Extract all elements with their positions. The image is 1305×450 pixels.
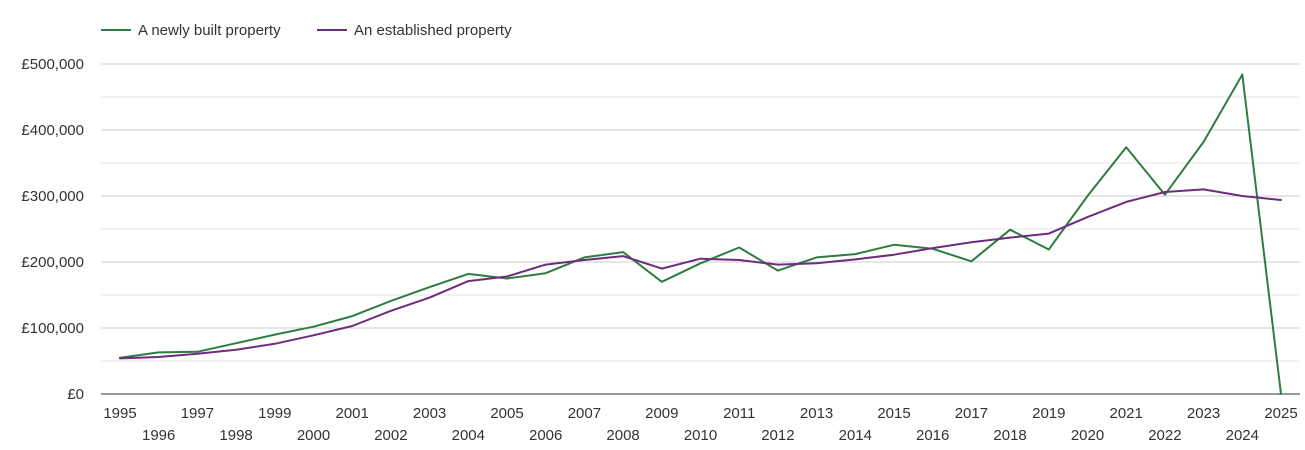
x-tick-label: 2018 <box>993 427 1026 444</box>
x-tick-label: 2010 <box>684 427 717 444</box>
x-tick-label: 2020 <box>1071 427 1104 444</box>
x-tick-label: 2012 <box>761 427 794 444</box>
x-tick-label: 2023 <box>1187 405 1220 422</box>
x-tick-label: 2025 <box>1264 405 1297 422</box>
x-tick-label: 1996 <box>142 427 175 444</box>
x-tick-label: 2001 <box>336 405 369 422</box>
x-tick-label: 2016 <box>916 427 949 444</box>
x-tick-label: 2003 <box>413 405 446 422</box>
x-tick-label: 2007 <box>568 405 601 422</box>
x-tick-label: 2002 <box>374 427 407 444</box>
x-tick-label: 2013 <box>800 405 833 422</box>
x-tick-label: 2022 <box>1148 427 1181 444</box>
series-line-established <box>119 188 1282 360</box>
x-tick-label: 2006 <box>529 427 562 444</box>
x-axis: 1995 1996 1997 1998 1999 2000 2001 2002 2003 2004… <box>101 393 1300 444</box>
series-line-newly-built <box>119 73 1282 395</box>
x-tick-label: 2024 <box>1226 427 1259 444</box>
y-tick-label: £0 <box>67 386 84 403</box>
x-tick-label: 2011 <box>723 405 755 422</box>
x-tick-label: 2015 <box>877 405 910 422</box>
x-tick-label: 2005 <box>490 405 523 422</box>
grid <box>101 63 1300 362</box>
x-tick-label: 2000 <box>297 427 330 444</box>
y-tick-label: £400,000 <box>21 122 84 139</box>
x-tick-label: 1997 <box>181 405 214 422</box>
x-tick-label: 2017 <box>955 405 988 422</box>
legend-label-newly-built: A newly built property <box>138 22 281 39</box>
y-tick-label: £100,000 <box>21 320 84 337</box>
y-tick-label: £300,000 <box>21 188 84 205</box>
x-tick-label: 2019 <box>1032 405 1065 422</box>
x-tick-label: 2021 <box>1110 405 1143 422</box>
x-tick-label: 1999 <box>258 405 291 422</box>
series-layer <box>119 73 1282 395</box>
legend: A newly built property An established pr… <box>101 22 512 39</box>
x-tick-label: 2004 <box>452 427 485 444</box>
y-tick-label: £200,000 <box>21 254 84 271</box>
x-tick-label: 1995 <box>103 405 136 422</box>
y-tick-label: £500,000 <box>21 56 84 73</box>
x-tick-label: 1998 <box>219 427 252 444</box>
x-tick-label: 2014 <box>839 427 872 444</box>
x-tick-label: 2008 <box>606 427 639 444</box>
x-tick-label: 2009 <box>645 405 678 422</box>
y-axis: £0 £100,000 £200,000 £300,000 £400,000 £500,0… <box>21 56 84 403</box>
legend-label-established: An established property <box>354 22 512 39</box>
